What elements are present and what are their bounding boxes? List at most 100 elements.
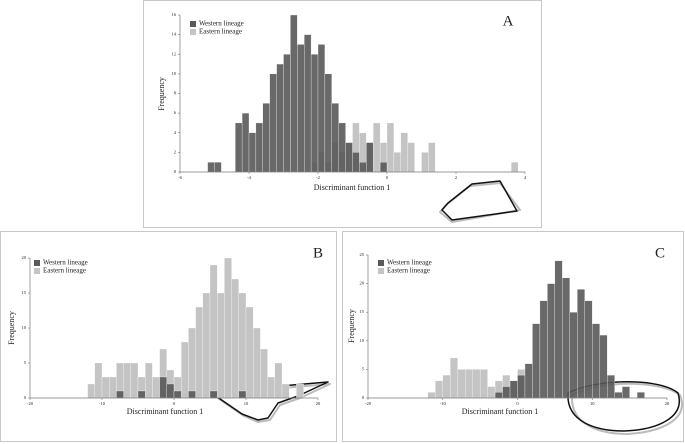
bar: [607, 374, 615, 399]
legend-label: Eastern lineage: [387, 267, 430, 275]
y-tick-label: 10: [360, 338, 365, 343]
bar: [562, 277, 570, 399]
x-axis-label: Discriminant function 1: [462, 407, 538, 416]
bar: [181, 341, 189, 399]
y-tick-label: 4: [174, 130, 177, 135]
bar: [202, 292, 211, 399]
bar: [260, 348, 268, 399]
panel-letter: C: [655, 245, 665, 261]
bar: [487, 386, 496, 399]
bar: [584, 300, 593, 399]
legend-label: Eastern lineage: [199, 28, 242, 36]
bar: [304, 34, 312, 173]
bar: [274, 362, 283, 399]
bar: [269, 73, 277, 173]
bar: [502, 386, 511, 399]
bar: [427, 392, 436, 399]
x-tick-label: 0: [386, 175, 389, 180]
bar: [214, 162, 222, 173]
y-tick-label: 20: [22, 255, 27, 260]
y-tick-label: 5: [24, 360, 27, 365]
y-tick-label: 12: [172, 51, 177, 56]
bar: [207, 162, 215, 173]
y-tick-label: 5: [362, 366, 365, 371]
y-tick-label: 15: [22, 290, 27, 295]
y-tick-label: 6: [174, 110, 177, 115]
bar: [547, 283, 556, 399]
x-tick-label: -20: [365, 401, 372, 406]
bar: [592, 323, 600, 399]
legend-swatch: [190, 21, 196, 27]
bar: [173, 390, 182, 399]
x-tick-label: -20: [27, 401, 34, 406]
bar: [238, 390, 247, 399]
bar: [373, 122, 381, 173]
y-tick-label: 10: [172, 71, 177, 76]
y-tick-label: 0: [24, 395, 27, 400]
bar: [248, 132, 257, 173]
bar: [457, 369, 466, 399]
x-tick-label: -6: [178, 175, 182, 180]
y-tick-label: 20: [360, 281, 365, 286]
x-tick-label: 0: [173, 401, 176, 406]
bar: [123, 362, 131, 399]
bar: [296, 383, 304, 399]
bar: [324, 73, 332, 173]
outline-b: [209, 381, 331, 423]
bar: [188, 327, 196, 399]
panel-letter: A: [503, 13, 514, 29]
bar: [159, 376, 167, 399]
legend-label: Western lineage: [387, 259, 432, 267]
bar: [407, 142, 415, 173]
bar: [421, 152, 429, 173]
legend-label: Western lineage: [199, 20, 244, 28]
y-tick-label: 2: [174, 149, 176, 154]
bar: [188, 390, 196, 399]
bar: [87, 383, 95, 399]
bar: [359, 162, 367, 173]
bar: [262, 103, 270, 173]
bar: [379, 162, 388, 173]
bar: [450, 357, 458, 399]
y-tick-label: 16: [172, 12, 177, 17]
outline-c: [567, 381, 683, 436]
bar: [238, 292, 247, 399]
x-axis-label: Discriminant function 1: [314, 183, 390, 192]
bar: [428, 142, 436, 173]
x-axis-label: Discriminant function 1: [127, 407, 203, 416]
bar: [622, 386, 630, 399]
y-tick-label: 0: [362, 395, 365, 400]
bar: [166, 383, 175, 399]
bar: [224, 257, 232, 399]
panel-frame: [342, 231, 684, 442]
bar: [366, 142, 374, 173]
y-tick-label: 8: [174, 91, 177, 96]
x-tick-label: -4: [247, 175, 251, 180]
legend-swatch: [34, 260, 40, 266]
y-axis-label: Frequency: [157, 77, 166, 111]
bar: [109, 376, 117, 399]
y-tick-label: 15: [360, 309, 365, 314]
panel-frame: [143, 0, 542, 228]
bar: [253, 327, 261, 399]
bar: [352, 152, 360, 173]
bar: [539, 300, 548, 399]
y-tick-label: 10: [22, 325, 27, 330]
bar: [400, 132, 408, 173]
x-tick-label: -2: [316, 175, 320, 180]
bar: [435, 380, 443, 399]
x-tick-label: 10: [590, 401, 595, 406]
x-tick-label: 10: [244, 401, 249, 406]
bar: [255, 122, 263, 173]
bar: [130, 362, 139, 399]
x-tick-label: 2: [455, 175, 457, 180]
bar: [245, 306, 254, 399]
bar: [517, 374, 526, 399]
bar: [599, 334, 608, 399]
bar: [509, 380, 518, 399]
bar: [290, 14, 298, 173]
legend-swatch: [378, 260, 384, 266]
bar: [317, 44, 326, 173]
x-tick-label: 0: [516, 401, 519, 406]
